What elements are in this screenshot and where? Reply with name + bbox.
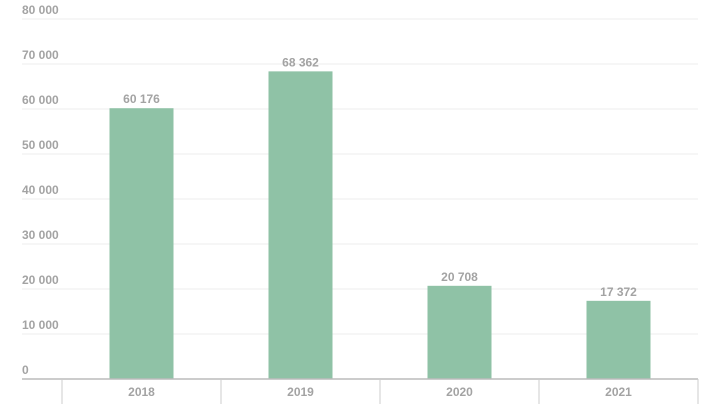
y-tick-label: 50 000	[22, 138, 59, 152]
value-label: 68 362	[282, 55, 319, 69]
value-label: 17 372	[600, 285, 637, 299]
y-tick-label: 0	[22, 363, 29, 377]
x-tick-label: 2019	[287, 385, 314, 399]
y-tick-label: 60 000	[22, 93, 59, 107]
y-tick-label: 30 000	[22, 228, 59, 242]
y-tick-label: 20 000	[22, 273, 59, 287]
y-tick-label: 10 000	[22, 318, 59, 332]
y-tick-label: 40 000	[22, 183, 59, 197]
bar	[427, 285, 492, 379]
y-tick-label: 70 000	[22, 48, 59, 62]
x-tick-label: 2020	[446, 385, 473, 399]
bar	[586, 300, 651, 379]
bar	[268, 71, 333, 379]
value-label: 60 176	[123, 92, 160, 106]
x-tick-label: 2018	[128, 385, 155, 399]
value-label: 20 708	[441, 270, 478, 284]
y-tick-label: 80 000	[22, 3, 59, 17]
bar	[109, 108, 174, 379]
x-tick-label: 2021	[605, 385, 632, 399]
